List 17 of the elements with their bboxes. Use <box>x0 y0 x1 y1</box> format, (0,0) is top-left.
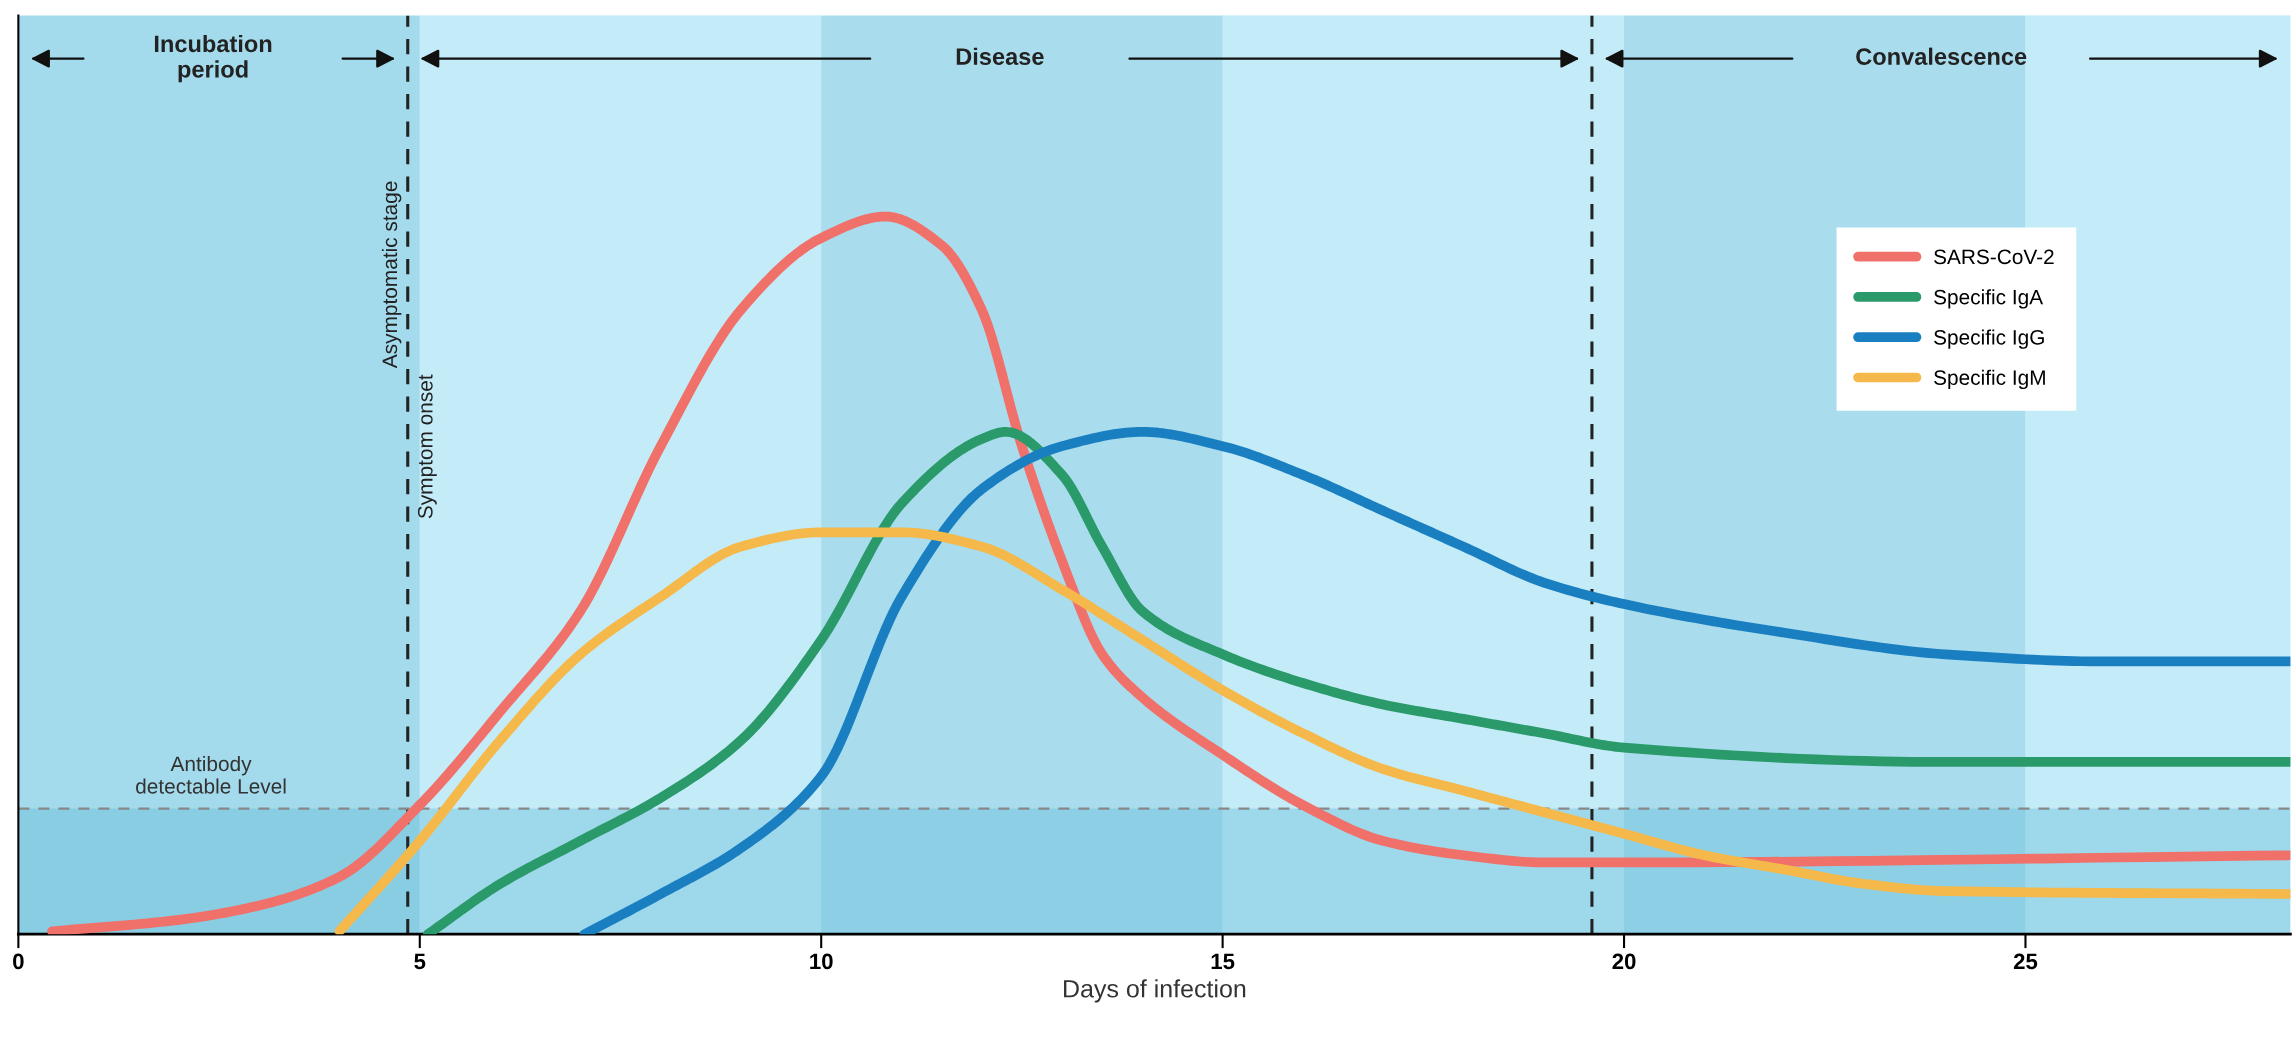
x-tick-label: 10 <box>810 953 833 970</box>
x-tick-label: 15 <box>1211 953 1235 970</box>
legend-label: Specific IgA <box>1934 289 2044 309</box>
annotation: Symptom onset <box>417 374 437 519</box>
ref-line-label: Asymptomatic stage <box>381 181 402 369</box>
text: Disease <box>956 47 1044 65</box>
x-tick-label: 5 <box>414 953 426 970</box>
x-tick-label: 20 <box>1612 953 1636 970</box>
ref-line-label: Antibody detectable Level <box>136 755 286 794</box>
legend-label: Specific IgM <box>1934 369 2045 390</box>
x-axis-title: Days of infection <box>1064 979 1246 1003</box>
legend-label: SARS-CoV-2 <box>1934 249 2054 265</box>
x-tick-label: 25 <box>2013 953 2038 970</box>
legend-label: Specific IgG <box>1934 329 2044 349</box>
text: Incubation period <box>154 34 272 83</box>
text: Convalescence <box>1856 47 2027 65</box>
x-tick-label: 0 <box>13 953 24 970</box>
